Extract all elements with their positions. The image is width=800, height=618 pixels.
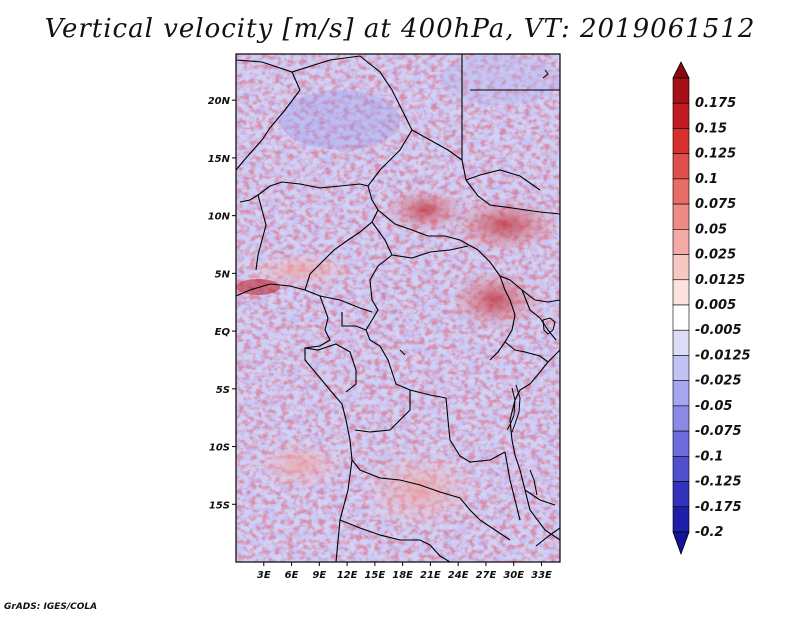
colorbar-label: 0.125 xyxy=(695,147,736,162)
colorbar-label: -0.1 xyxy=(695,449,723,464)
colorbar-swatch xyxy=(672,355,690,381)
latitude-axis: 20N 15N 10N 5N EQ 5S 10S 15S xyxy=(208,96,236,511)
colorbar-label: -0.05 xyxy=(695,399,732,414)
lon-tick-label: 33E xyxy=(531,570,552,581)
map-frame xyxy=(235,53,561,563)
colorbar-label: 0.175 xyxy=(695,96,736,111)
colorbar-swatch xyxy=(672,329,690,356)
lon-tick-label: 30E xyxy=(503,570,524,581)
colorbar-swatch xyxy=(672,254,690,281)
lat-tick-label: 20N xyxy=(208,96,231,107)
colorbar-bottom-arrow xyxy=(672,531,690,556)
colorbar-label: -0.175 xyxy=(695,500,742,515)
colorbar-swatch xyxy=(672,481,690,508)
colorbar-label: -0.075 xyxy=(695,424,742,439)
lat-tick-label: EQ xyxy=(215,327,231,338)
lon-tick-label: 15E xyxy=(364,570,385,581)
lat-tick-label: 15S xyxy=(209,500,230,511)
colorbar-swatch xyxy=(672,153,690,180)
colorbar-label: 0.05 xyxy=(695,222,727,237)
colorbar-swatch xyxy=(672,380,690,407)
colorbar-swatch xyxy=(672,456,690,482)
colorbar-label: 0.025 xyxy=(695,248,736,263)
colorbar-label: -0.025 xyxy=(695,374,742,389)
colorbar-label: -0.0125 xyxy=(695,348,751,363)
colorbar-swatch xyxy=(672,430,690,457)
colorbar-label: 0.0125 xyxy=(695,273,745,288)
lon-tick-label: 27E xyxy=(476,570,497,581)
colorbar-swatch xyxy=(672,102,690,129)
colorbar-swatch xyxy=(672,203,690,230)
lat-tick-label: 5N xyxy=(215,269,231,280)
colorbar-label: 0.075 xyxy=(695,197,736,212)
lat-tick-label: 10S xyxy=(209,443,230,454)
map-title: Vertical velocity [m/s] at 400hPa, VT: 2… xyxy=(44,14,756,44)
lon-tick-label: 21E xyxy=(420,570,441,581)
lat-tick-label: 10N xyxy=(208,212,231,223)
lon-tick-label: 6E xyxy=(285,570,299,581)
lat-tick-label: 5S xyxy=(216,385,230,396)
lon-tick-label: 3E xyxy=(257,570,271,581)
lon-tick-label: 18E xyxy=(392,570,413,581)
lon-tick-label: 9E xyxy=(312,570,326,581)
lat-tick-label: 15N xyxy=(208,154,231,165)
colorbar-label: 0.1 xyxy=(695,172,718,187)
lake-outlines xyxy=(399,69,556,496)
colorbar-swatch xyxy=(672,77,690,104)
colorbar-swatch xyxy=(672,405,690,432)
lon-tick-label: 24E xyxy=(448,570,469,581)
colorbar-swatch xyxy=(672,304,690,331)
colorbar-top-arrow xyxy=(672,61,690,79)
colorbar-label: -0.2 xyxy=(695,525,723,540)
lon-tick-label: 12E xyxy=(337,570,358,581)
colorbar-swatch xyxy=(672,506,690,533)
colorbar-label: -0.125 xyxy=(695,475,742,490)
colorbar-label: 0.005 xyxy=(695,298,736,313)
vertical-velocity-field xyxy=(236,54,560,562)
grads-credit: GrADS: IGES/COLA xyxy=(4,602,98,612)
colorbar-label: 0.15 xyxy=(695,121,727,136)
colorbar-label: -0.005 xyxy=(695,323,742,338)
colorbar-swatch xyxy=(672,229,690,255)
colorbar-swatch xyxy=(672,128,690,154)
longitude-axis: 3E 6E 9E 12E 15E 18E 21E 24E 27E 30E 33E xyxy=(257,562,552,581)
colorbar-swatch xyxy=(672,279,690,306)
colorbar: 0.175 0.15 0.125 0.1 0.075 0.05 0.025 0.0125 0.0… xyxy=(672,61,751,556)
colorbar-swatch xyxy=(672,178,690,205)
country-boundaries xyxy=(236,54,560,562)
